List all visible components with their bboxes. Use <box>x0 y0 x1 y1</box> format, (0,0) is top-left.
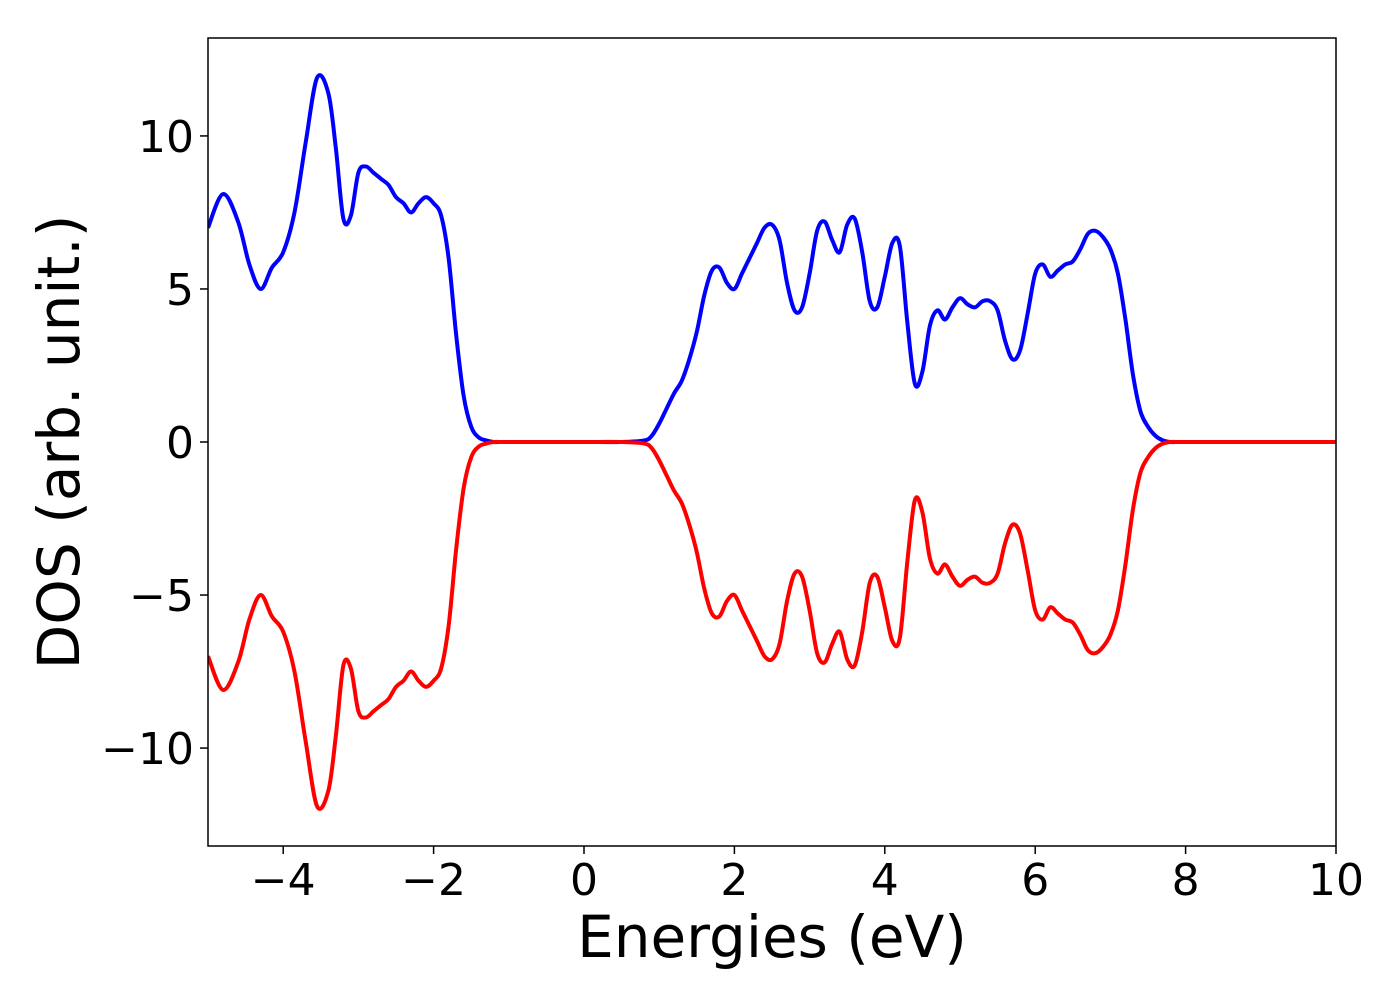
x-tick-label: −4 <box>251 855 316 906</box>
ticks-layer: −4 −2 0 2 4 6 8 10 10 5 0 −5 −10 <box>101 112 1364 906</box>
series-layer <box>208 73 1336 811</box>
y-tick-label: 5 <box>166 265 194 316</box>
series-line-2 <box>208 439 1336 811</box>
y-tick-label: −5 <box>129 571 194 622</box>
y-axis-title: DOS (arb. unit.) <box>25 215 93 670</box>
x-tick-label: 2 <box>720 855 748 906</box>
x-tick-label: 4 <box>871 855 899 906</box>
x-tick-label: 10 <box>1308 855 1364 906</box>
y-tick-label: −10 <box>101 724 194 775</box>
x-tick-label: 0 <box>570 855 598 906</box>
x-tick-label: −2 <box>401 855 466 906</box>
series-line-1 <box>208 73 1336 445</box>
x-tick-label: 6 <box>1021 855 1049 906</box>
y-tick-label: 0 <box>166 418 194 469</box>
y-tick-label: 10 <box>138 112 194 163</box>
x-axis-title: Energies (eV) <box>577 903 967 971</box>
x-tick-label: 8 <box>1172 855 1200 906</box>
